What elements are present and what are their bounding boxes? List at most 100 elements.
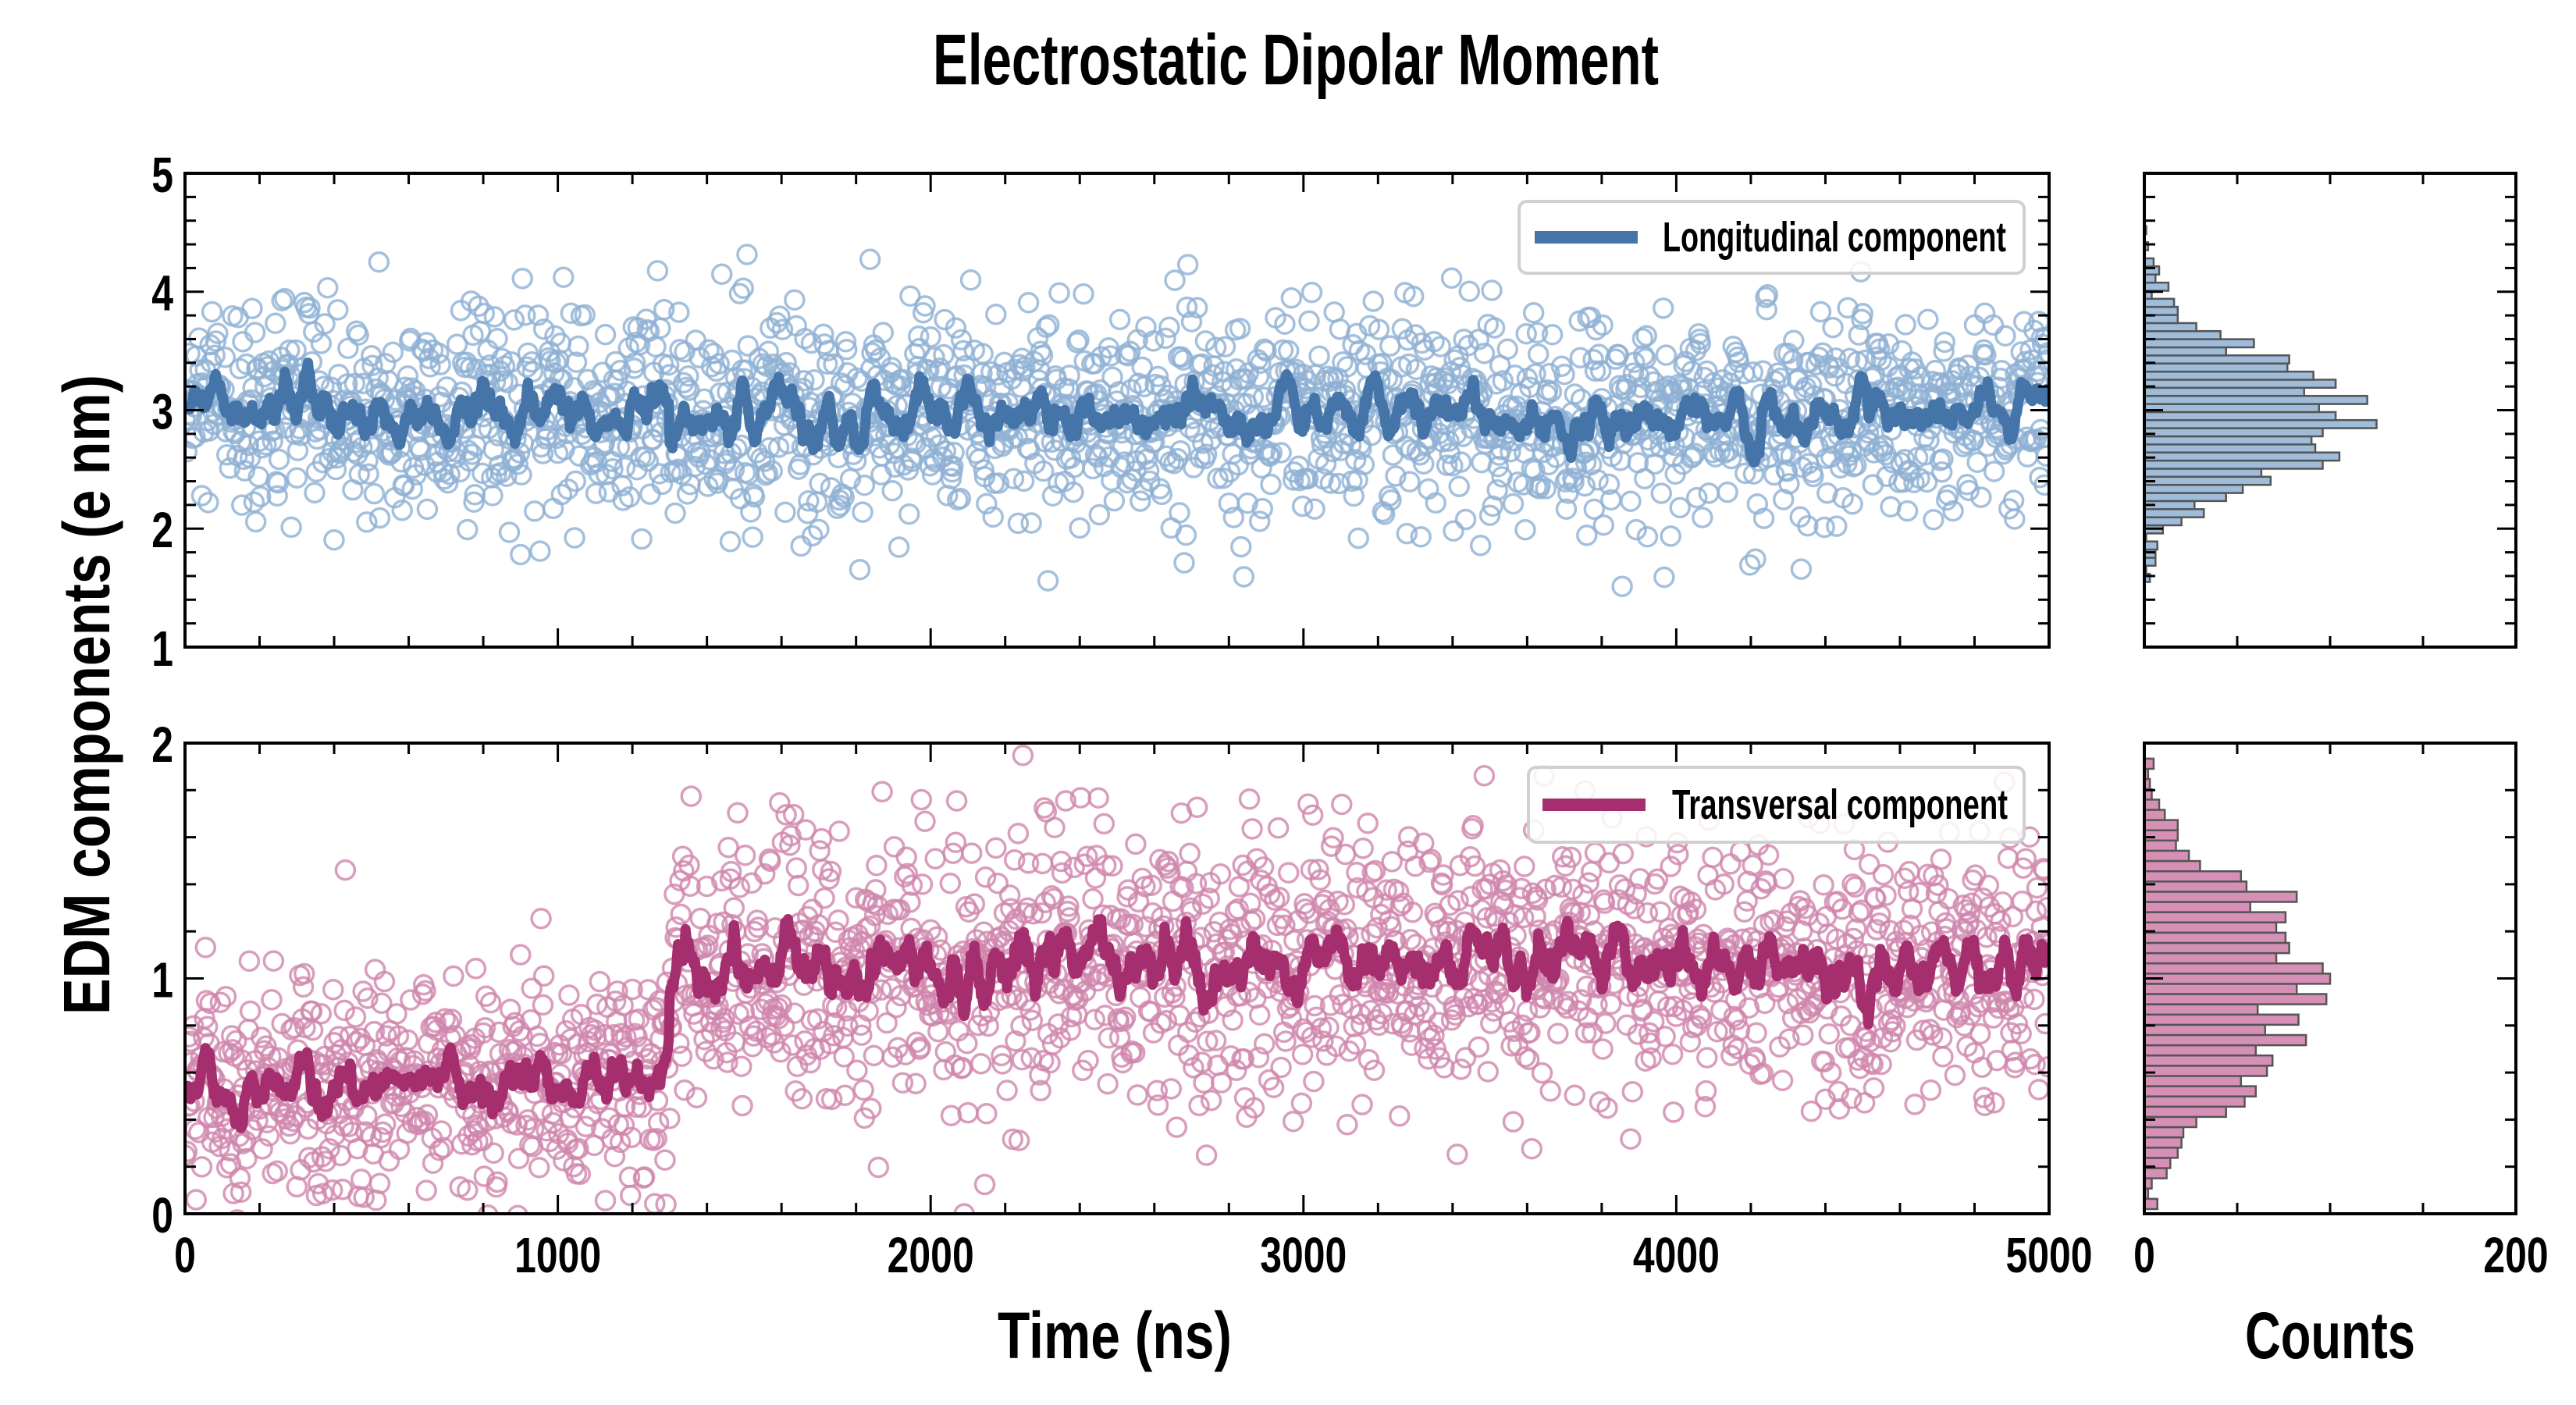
data-point xyxy=(631,528,653,550)
histogram-bar xyxy=(2143,1085,2258,1097)
data-point xyxy=(1247,366,1270,388)
data-point xyxy=(1308,345,1330,367)
data-point xyxy=(231,494,253,516)
data-point xyxy=(1592,1038,1614,1060)
data-point xyxy=(2026,877,2048,899)
data-point xyxy=(1512,474,1535,496)
data-point xyxy=(1576,525,1598,546)
data-point xyxy=(1486,478,1508,501)
data-point xyxy=(214,347,237,368)
data-point xyxy=(304,482,326,504)
data-point xyxy=(1175,524,1197,546)
data-point xyxy=(1778,473,1800,495)
y-tick-label: 0 xyxy=(151,1188,173,1243)
data-point xyxy=(655,1193,677,1214)
data-point xyxy=(1848,324,1870,346)
histogram-bar xyxy=(2143,849,2190,863)
y-tick-label: 5 xyxy=(151,148,173,203)
data-point xyxy=(261,988,283,1011)
data-point xyxy=(1502,1111,1525,1133)
data-point xyxy=(757,340,780,363)
data-point xyxy=(1661,1043,1684,1065)
data-point xyxy=(1469,535,1492,557)
data-point xyxy=(1238,788,1261,810)
data-point xyxy=(1458,280,1481,303)
data-point xyxy=(378,444,400,466)
data-point xyxy=(368,1172,391,1194)
data-point xyxy=(1492,370,1514,392)
data-point xyxy=(872,322,895,343)
data-point xyxy=(524,500,546,522)
data-point xyxy=(1802,465,1824,488)
data-point xyxy=(2036,897,2049,919)
data-point xyxy=(1180,311,1203,333)
data-point xyxy=(771,318,794,340)
data-point xyxy=(530,908,552,930)
histogram-bar xyxy=(2143,508,2205,518)
data-point xyxy=(1635,325,1657,347)
histogram-bar xyxy=(2143,403,2320,414)
histogram-bar xyxy=(2143,1115,2197,1129)
data-point xyxy=(322,979,344,1001)
data-point xyxy=(347,324,369,346)
histogram-bar xyxy=(2143,1197,2158,1211)
data-point xyxy=(827,909,849,931)
data-point xyxy=(883,836,906,858)
data-point xyxy=(1903,471,1925,493)
histogram-bar xyxy=(2143,973,2332,985)
legend-label-transversal: Transversal component xyxy=(1672,781,2008,828)
data-point xyxy=(1527,343,1550,365)
data-point xyxy=(1362,290,1385,312)
data-point xyxy=(1944,1064,1966,1087)
data-point xyxy=(510,944,532,966)
data-point xyxy=(810,827,833,850)
data-point xyxy=(496,372,518,393)
data-point xyxy=(429,354,451,375)
data-point xyxy=(1904,1094,1926,1115)
data-point xyxy=(568,335,589,357)
data-point xyxy=(278,339,301,361)
data-point xyxy=(1222,507,1245,528)
data-point xyxy=(1297,793,1319,815)
data-point xyxy=(560,302,582,324)
data-point xyxy=(1200,1090,1222,1112)
data-point xyxy=(1845,454,1867,477)
data-point xyxy=(1193,1072,1215,1094)
y-tick-label: 1 xyxy=(151,621,173,677)
data-point xyxy=(1037,570,1059,592)
data-point xyxy=(833,486,855,508)
data-point xyxy=(2024,1053,2046,1076)
data-point xyxy=(1631,327,1654,350)
data-point xyxy=(1620,490,1642,512)
histogram-bar xyxy=(2143,1033,2307,1047)
histogram-bar xyxy=(2143,418,2378,429)
data-point xyxy=(241,297,263,320)
data-point xyxy=(1468,329,1490,350)
data-point xyxy=(809,472,831,495)
data-point xyxy=(1155,327,1176,350)
data-point xyxy=(511,268,533,290)
data-point xyxy=(888,536,910,558)
data-point xyxy=(197,492,219,514)
data-point xyxy=(1473,342,1496,365)
data-point xyxy=(204,344,226,367)
data-point xyxy=(286,439,309,461)
data-point xyxy=(1169,502,1190,524)
data-point xyxy=(1087,787,1109,809)
data-point xyxy=(1303,1070,1325,1093)
data-point xyxy=(1783,329,1805,352)
data-point xyxy=(1692,507,1713,528)
data-point xyxy=(1580,860,1603,883)
data-point xyxy=(337,337,359,360)
data-point xyxy=(1598,852,1621,874)
data-point xyxy=(1212,467,1234,489)
legend-swatch-longitudinal xyxy=(1535,231,1638,244)
data-point xyxy=(761,460,783,482)
data-point xyxy=(1481,279,1503,301)
data-point xyxy=(974,375,997,398)
histogram-bar xyxy=(2143,1167,2168,1179)
data-point xyxy=(1553,363,1575,386)
data-point xyxy=(1012,470,1035,493)
data-point xyxy=(238,950,261,973)
data-point xyxy=(1496,338,1519,361)
